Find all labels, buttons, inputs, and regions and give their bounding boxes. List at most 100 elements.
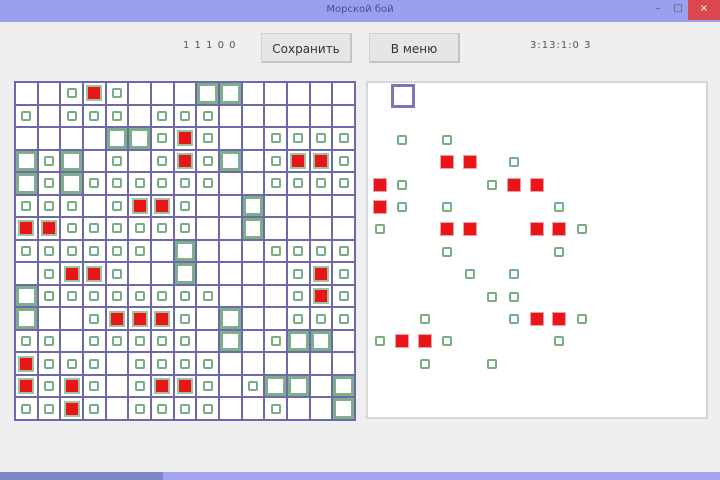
enemy-empty-cell[interactable] [436, 398, 458, 420]
enemy-empty-cell[interactable] [593, 308, 615, 330]
enemy-empty-cell[interactable] [593, 375, 615, 397]
enemy-empty-cell[interactable] [571, 286, 593, 308]
enemy-empty-cell[interactable] [503, 129, 525, 151]
enemy-empty-cell[interactable] [369, 263, 391, 285]
enemy-empty-cell[interactable] [593, 263, 615, 285]
enemy-empty-cell[interactable] [683, 129, 705, 151]
enemy-empty-cell[interactable] [503, 375, 525, 397]
enemy-empty-cell[interactable] [391, 151, 413, 173]
enemy-empty-cell[interactable] [414, 151, 436, 173]
minimize-button[interactable]: – [655, 3, 661, 14]
enemy-empty-cell[interactable] [436, 263, 458, 285]
enemy-empty-cell[interactable] [391, 398, 413, 420]
enemy-empty-cell[interactable] [459, 196, 481, 218]
enemy-empty-cell[interactable] [548, 353, 570, 375]
enemy-empty-cell[interactable] [660, 263, 682, 285]
enemy-empty-cell[interactable] [481, 308, 503, 330]
enemy-empty-cell[interactable] [638, 398, 660, 420]
enemy-empty-cell[interactable] [526, 375, 548, 397]
enemy-empty-cell[interactable] [414, 84, 436, 106]
enemy-empty-cell[interactable] [548, 375, 570, 397]
enemy-empty-cell[interactable] [459, 174, 481, 196]
enemy-empty-cell[interactable] [526, 84, 548, 106]
enemy-empty-cell[interactable] [615, 308, 637, 330]
enemy-empty-cell[interactable] [526, 151, 548, 173]
enemy-empty-cell[interactable] [683, 353, 705, 375]
enemy-empty-cell[interactable] [369, 241, 391, 263]
enemy-empty-cell[interactable] [683, 308, 705, 330]
enemy-empty-cell[interactable] [481, 375, 503, 397]
enemy-empty-cell[interactable] [683, 330, 705, 352]
enemy-empty-cell[interactable] [660, 330, 682, 352]
enemy-empty-cell[interactable] [593, 241, 615, 263]
enemy-empty-cell[interactable] [436, 174, 458, 196]
enemy-empty-cell[interactable] [571, 398, 593, 420]
enemy-empty-cell[interactable] [526, 263, 548, 285]
enemy-empty-cell[interactable] [548, 286, 570, 308]
enemy-empty-cell[interactable] [660, 286, 682, 308]
enemy-empty-cell[interactable] [571, 129, 593, 151]
enemy-empty-cell[interactable] [369, 106, 391, 128]
enemy-empty-cell[interactable] [593, 151, 615, 173]
enemy-empty-cell[interactable] [571, 196, 593, 218]
save-button[interactable]: Сохранить [261, 33, 352, 63]
enemy-empty-cell[interactable] [503, 106, 525, 128]
enemy-empty-cell[interactable] [459, 241, 481, 263]
enemy-empty-cell[interactable] [683, 84, 705, 106]
enemy-empty-cell[interactable] [548, 263, 570, 285]
enemy-empty-cell[interactable] [526, 398, 548, 420]
enemy-empty-cell[interactable] [436, 286, 458, 308]
enemy-empty-cell[interactable] [526, 196, 548, 218]
enemy-empty-cell[interactable] [638, 353, 660, 375]
enemy-empty-cell[interactable] [638, 263, 660, 285]
enemy-empty-cell[interactable] [436, 308, 458, 330]
enemy-empty-cell[interactable] [615, 84, 637, 106]
enemy-empty-cell[interactable] [638, 129, 660, 151]
enemy-empty-cell[interactable] [503, 218, 525, 240]
enemy-empty-cell[interactable] [481, 151, 503, 173]
enemy-empty-cell[interactable] [638, 84, 660, 106]
enemy-empty-cell[interactable] [571, 330, 593, 352]
enemy-empty-cell[interactable] [593, 84, 615, 106]
enemy-empty-cell[interactable] [615, 196, 637, 218]
enemy-empty-cell[interactable] [638, 218, 660, 240]
enemy-empty-cell[interactable] [660, 241, 682, 263]
enemy-empty-cell[interactable] [548, 398, 570, 420]
enemy-empty-cell[interactable] [660, 353, 682, 375]
enemy-empty-cell[interactable] [660, 398, 682, 420]
enemy-empty-cell[interactable] [391, 263, 413, 285]
enemy-empty-cell[interactable] [615, 218, 637, 240]
enemy-empty-cell[interactable] [548, 174, 570, 196]
enemy-empty-cell[interactable] [503, 84, 525, 106]
enemy-empty-cell[interactable] [593, 330, 615, 352]
enemy-empty-cell[interactable] [593, 218, 615, 240]
enemy-empty-cell[interactable] [571, 84, 593, 106]
enemy-empty-cell[interactable] [571, 106, 593, 128]
enemy-board[interactable] [366, 81, 708, 419]
maximize-button[interactable]: □ [673, 3, 683, 14]
enemy-empty-cell[interactable] [660, 129, 682, 151]
enemy-empty-cell[interactable] [391, 218, 413, 240]
enemy-empty-cell[interactable] [660, 106, 682, 128]
enemy-empty-cell[interactable] [660, 174, 682, 196]
enemy-empty-cell[interactable] [615, 330, 637, 352]
enemy-empty-cell[interactable] [459, 129, 481, 151]
enemy-empty-cell[interactable] [615, 263, 637, 285]
enemy-empty-cell[interactable] [683, 398, 705, 420]
enemy-empty-cell[interactable] [660, 84, 682, 106]
enemy-empty-cell[interactable] [481, 330, 503, 352]
enemy-empty-cell[interactable] [593, 286, 615, 308]
enemy-empty-cell[interactable] [638, 375, 660, 397]
enemy-empty-cell[interactable] [414, 286, 436, 308]
enemy-empty-cell[interactable] [414, 263, 436, 285]
enemy-empty-cell[interactable] [660, 196, 682, 218]
enemy-empty-cell[interactable] [414, 129, 436, 151]
enemy-empty-cell[interactable] [436, 375, 458, 397]
enemy-empty-cell[interactable] [391, 106, 413, 128]
enemy-empty-cell[interactable] [391, 353, 413, 375]
enemy-empty-cell[interactable] [638, 196, 660, 218]
enemy-empty-cell[interactable] [481, 218, 503, 240]
enemy-empty-cell[interactable] [571, 353, 593, 375]
enemy-empty-cell[interactable] [615, 151, 637, 173]
enemy-empty-cell[interactable] [414, 398, 436, 420]
